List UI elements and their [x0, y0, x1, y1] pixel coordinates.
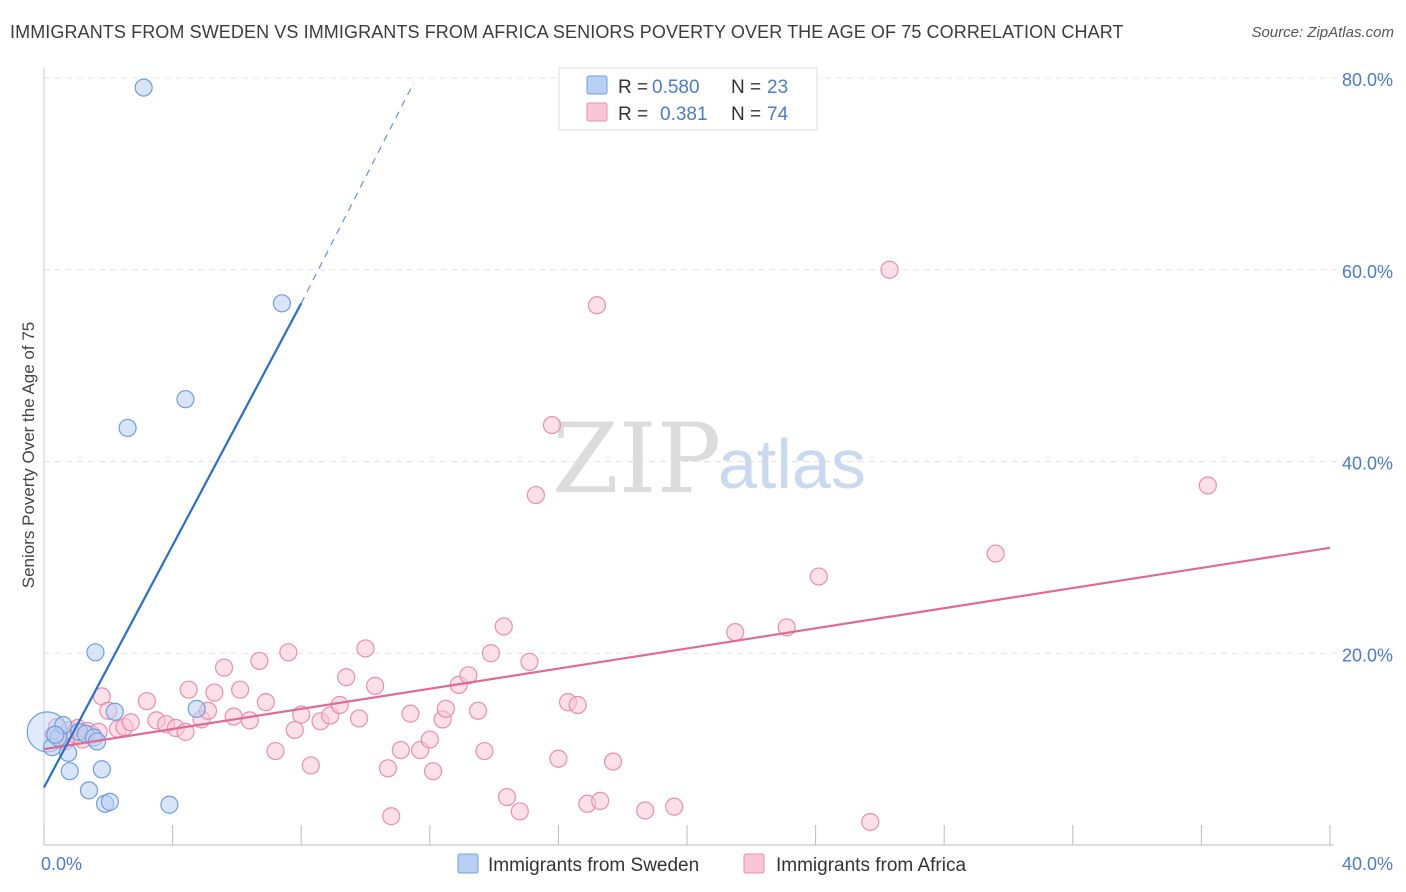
- legend-r-value-sweden: 0.580: [652, 77, 700, 98]
- watermark-atlas: atlas: [718, 425, 866, 503]
- africa-point: [986, 544, 1005, 563]
- africa-point: [1198, 476, 1217, 495]
- africa-point: [301, 756, 320, 775]
- africa-point: [137, 692, 156, 711]
- africa-point: [285, 720, 304, 740]
- africa-point: [250, 651, 269, 671]
- series-legend: Immigrants from Sweden Immigrants from A…: [457, 853, 966, 876]
- africa-point: [349, 709, 369, 728]
- africa-point: [636, 801, 655, 820]
- legend-r-label-africa: R =: [618, 104, 648, 125]
- sweden-point: [60, 762, 79, 781]
- africa-point: [494, 617, 513, 636]
- sweden-points: [26, 78, 292, 814]
- y-tick-label: 40.0%: [1342, 454, 1393, 474]
- sweden-point: [187, 699, 206, 718]
- africa-point: [205, 683, 224, 702]
- series-legend-label-africa: Immigrants from Africa: [776, 855, 966, 876]
- x-tick-label: 40.0%: [1342, 854, 1393, 874]
- legend-swatch-africa: [586, 102, 608, 122]
- legend-n-value-sweden: 23: [767, 77, 788, 98]
- africa-point: [382, 807, 401, 826]
- sweden-point: [176, 390, 195, 409]
- axis-layer: 20.0% 40.0% 60.0% 80.0% 0.0% 40.0%: [41, 68, 1393, 874]
- trend-layer: [43, 82, 1331, 788]
- africa-point: [520, 652, 539, 671]
- africa-point: [459, 666, 478, 685]
- africa-point: [121, 713, 140, 732]
- sweden-point: [105, 702, 124, 721]
- africa-point: [880, 260, 899, 279]
- legend-r-value-africa: 0.381: [660, 104, 708, 125]
- africa-point: [330, 695, 349, 715]
- sweden-point: [92, 760, 111, 779]
- y-axis-title: Seniors Poverty Over the Age of 75: [19, 322, 38, 588]
- series-legend-swatch-africa: [743, 853, 765, 874]
- africa-point: [240, 711, 259, 730]
- africa-point: [256, 693, 275, 712]
- africa-point: [726, 623, 745, 642]
- africa-point: [423, 762, 443, 781]
- chart-title: IMMIGRANTS FROM SWEDEN VS IMMIGRANTS FRO…: [10, 22, 1124, 42]
- africa-point: [665, 797, 684, 816]
- legend-swatch-sweden: [586, 75, 608, 95]
- x-tick-label: 0.0%: [41, 854, 82, 874]
- africa-point: [591, 791, 610, 810]
- africa-point: [510, 802, 529, 821]
- sweden-point: [86, 643, 105, 662]
- africa-point: [378, 759, 398, 778]
- africa-point: [468, 701, 488, 720]
- africa-point: [497, 787, 517, 807]
- africa-point: [366, 676, 385, 695]
- legend-n-value-africa: 74: [767, 104, 789, 125]
- y-tick-label: 20.0%: [1342, 645, 1393, 665]
- africa-point: [356, 639, 375, 658]
- sweden-trend-line: [43, 302, 303, 788]
- africa-point: [337, 668, 356, 687]
- africa-point: [224, 707, 243, 726]
- correlation-legend: R = 0.580 N = 23 R = 0.381 N = 74: [558, 67, 818, 131]
- africa-point: [526, 485, 545, 505]
- sweden-point: [100, 792, 120, 811]
- sweden-point: [118, 418, 137, 438]
- chart-source: Source: ZipAtlas.com: [1251, 24, 1394, 41]
- y-tick-label: 80.0%: [1342, 70, 1393, 90]
- africa-point: [436, 699, 455, 718]
- africa-point: [266, 741, 285, 761]
- africa-point: [475, 741, 494, 761]
- africa-point: [401, 704, 420, 723]
- watermark-zip: ZIP: [552, 403, 721, 515]
- sweden-point: [160, 795, 179, 814]
- africa-point: [549, 749, 568, 768]
- legend-n-label-sweden: N =: [731, 77, 761, 98]
- legend-n-label-africa: N =: [731, 104, 761, 125]
- africa-point: [481, 644, 500, 663]
- africa-point: [603, 752, 623, 771]
- africa-point: [568, 695, 587, 715]
- africa-point: [809, 567, 828, 586]
- watermark: ZIP atlas: [552, 403, 866, 515]
- africa-point: [214, 658, 234, 677]
- y-tick-label: 60.0%: [1342, 262, 1393, 282]
- legend-r-label-sweden: R =: [618, 77, 648, 98]
- africa-point: [587, 296, 607, 315]
- sweden-point: [46, 725, 65, 744]
- sweden-point: [272, 294, 292, 313]
- grid-layer: [44, 77, 1392, 654]
- africa-trend-line: [43, 546, 1331, 751]
- sweden-trend-extension: [300, 82, 415, 304]
- africa-point: [542, 415, 562, 435]
- africa-point: [179, 680, 198, 699]
- sweden-point: [79, 781, 99, 800]
- africa-points: [44, 260, 1217, 832]
- africa-point: [391, 740, 410, 760]
- africa-point: [279, 643, 298, 662]
- series-legend-swatch-sweden: [457, 853, 479, 874]
- africa-point: [861, 812, 880, 832]
- series-legend-label-sweden: Immigrants from Sweden: [488, 855, 699, 876]
- africa-point: [420, 730, 439, 749]
- sweden-point: [134, 78, 153, 97]
- africa-point: [231, 680, 250, 699]
